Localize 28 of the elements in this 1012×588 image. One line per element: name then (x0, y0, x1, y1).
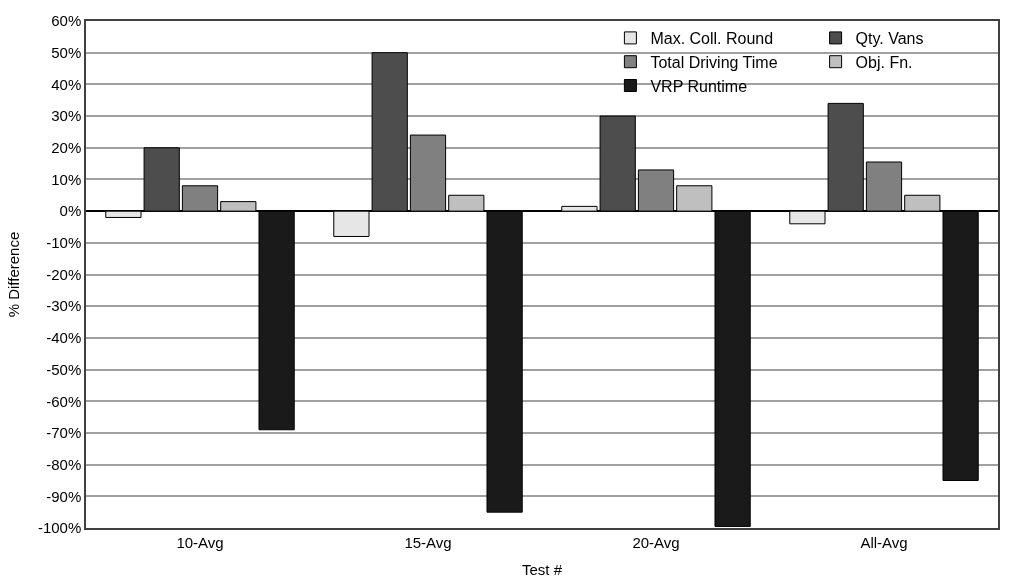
y-tick-label: -90% (46, 487, 82, 505)
legend-label: VRP Runtime (650, 77, 748, 95)
y-tick-label: -70% (46, 424, 82, 442)
y-tick-label: 40% (51, 75, 82, 93)
x-tick-label: 10-Avg (176, 533, 224, 551)
legend-label: Total Driving Time (650, 53, 778, 71)
y-tick-label: -80% (46, 455, 82, 473)
legend-label: Obj. Fn. (855, 53, 913, 71)
y-tick-label: 60% (51, 12, 82, 30)
y-tick-label: -40% (46, 329, 82, 347)
y-tick-label: 10% (51, 170, 82, 188)
y-axis-title: % Difference (4, 231, 22, 318)
x-tick-label: All-Avg (860, 533, 908, 551)
y-tick-label: 30% (51, 107, 82, 125)
y-tick-label: -20% (46, 265, 82, 283)
y-tick-label: -50% (46, 360, 82, 378)
y-tick-label: -60% (46, 392, 82, 410)
y-tick-label: 50% (51, 43, 82, 61)
y-tick-label: -100% (37, 519, 82, 537)
x-tick-label: 20-Avg (632, 533, 680, 551)
y-tick-label: 0% (59, 202, 82, 220)
y-tick-label: -10% (46, 234, 82, 252)
legend-label: Qty. Vans (855, 30, 924, 48)
y-tick-label: -30% (46, 297, 82, 315)
x-axis-title: Test # (521, 561, 563, 579)
x-tick-label: 15-Avg (404, 533, 452, 551)
y-tick-label: 20% (51, 139, 82, 156)
legend-label: Max. Coll. Round (650, 30, 774, 48)
